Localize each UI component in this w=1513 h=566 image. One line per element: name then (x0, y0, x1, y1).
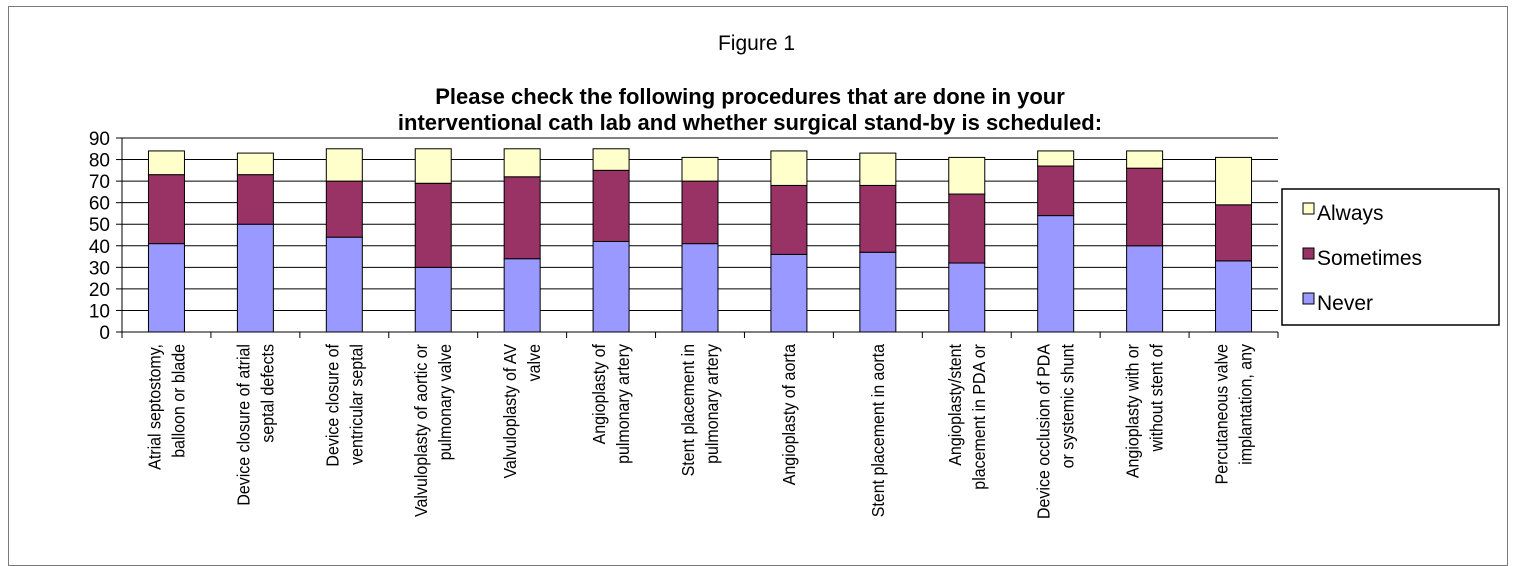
bar-always (325, 148, 363, 182)
bar-sometimes (1037, 165, 1075, 217)
y-tick-label: 60 (89, 194, 110, 215)
bar-never (681, 243, 719, 333)
y-tick-label: 10 (89, 301, 110, 322)
chart-title-line-1: Please check the following procedures th… (435, 84, 1065, 109)
x-category-label: Angioplasty/stent (945, 344, 965, 466)
bar-always (147, 150, 185, 176)
bar-always (1215, 156, 1253, 206)
y-tick-label: 70 (89, 172, 110, 193)
bar-always (592, 148, 630, 171)
chart-title: Please check the following procedures th… (100, 84, 1400, 136)
legend-label-never: Never (1317, 292, 1373, 315)
bar-never (414, 266, 452, 333)
x-category-label: Atrial septostomy, (145, 344, 165, 470)
bar-sometimes (1215, 204, 1253, 262)
x-category-label: without stent of (1147, 344, 1167, 453)
x-category-label: pulmonary artery (613, 344, 633, 464)
bar-sometimes (681, 180, 719, 245)
x-category-label: Valvuloplasty of AV (500, 343, 520, 478)
bar-never (1037, 215, 1075, 333)
y-tick-label: 50 (89, 215, 110, 236)
y-tick-label: 90 (89, 129, 110, 150)
bar-sometimes (147, 174, 185, 245)
bar-sometimes (236, 174, 274, 225)
x-category-label: balloon or blade (169, 344, 189, 458)
x-category-label: Percutaneous valve (1212, 344, 1232, 484)
bar-always (503, 148, 541, 178)
bar-sometimes (592, 169, 630, 242)
x-category-label: ventricular septal (346, 344, 366, 465)
bar-sometimes (414, 182, 452, 268)
x-category-label: implantation, any (1236, 344, 1256, 465)
bar-sometimes (770, 184, 808, 255)
bar-never (325, 236, 363, 333)
legend-box (1281, 188, 1500, 326)
bar-always (859, 152, 897, 186)
bar-always (414, 148, 452, 184)
x-category-label: septal defects (258, 344, 278, 443)
bar-always (1126, 150, 1164, 169)
bar-never (1126, 245, 1164, 333)
bar-never (770, 253, 808, 333)
y-tick-label: 20 (89, 280, 110, 301)
bar-never (236, 223, 274, 333)
bar-never (1215, 260, 1253, 333)
x-category-label: Stent placement in (678, 344, 698, 476)
bar-sometimes (325, 180, 363, 238)
bar-always (770, 150, 808, 186)
bar-sometimes (859, 184, 897, 253)
x-category-label: valve (524, 344, 544, 381)
bar-always (681, 156, 719, 182)
x-category-label: Angioplasty of aorta (779, 343, 799, 485)
bar-never (948, 262, 986, 333)
bar-never (503, 258, 541, 333)
bar-never (859, 251, 897, 333)
x-category-label: Angioplasty of (589, 344, 609, 445)
y-tick-label: 0 (99, 323, 110, 344)
bar-never (592, 240, 630, 333)
legend-swatch-sometimes (1302, 247, 1315, 260)
y-tick-label: 30 (89, 258, 110, 279)
legend-swatch-never (1302, 292, 1315, 305)
bar-always (1037, 150, 1075, 167)
y-tick-label: 80 (89, 151, 110, 172)
chart-title-line-2: interventional cath lab and whether surg… (397, 110, 1103, 135)
bar-always (236, 152, 274, 176)
figure-label: Figure 1 (717, 32, 796, 55)
x-category-label: placement in PDA or (969, 344, 989, 490)
legend-swatch-always (1302, 202, 1315, 215)
legend-label-sometimes: Sometimes (1317, 247, 1422, 270)
x-category-label: Device closure of (322, 344, 342, 467)
bar-sometimes (503, 176, 541, 260)
x-category-label: or systemic shunt (1058, 344, 1078, 469)
x-category-label: Angioplasty with or (1123, 344, 1143, 478)
x-category-label: Stent placement in aorta (868, 343, 888, 517)
x-category-label: pulmonary artery (702, 344, 722, 464)
x-category-label: Device closure of atrial (234, 344, 254, 506)
x-category-label: pulmonary valve (435, 344, 455, 460)
x-category-label: Valvuloplasty of aortic or (411, 344, 431, 517)
bar-always (948, 156, 986, 195)
bar-sometimes (1126, 167, 1164, 247)
bar-sometimes (948, 193, 986, 264)
bar-never (147, 243, 185, 333)
x-category-label: Device occlusion of PDA (1034, 343, 1054, 519)
legend-label-always: Always (1317, 202, 1384, 225)
y-tick-label: 40 (89, 237, 110, 258)
